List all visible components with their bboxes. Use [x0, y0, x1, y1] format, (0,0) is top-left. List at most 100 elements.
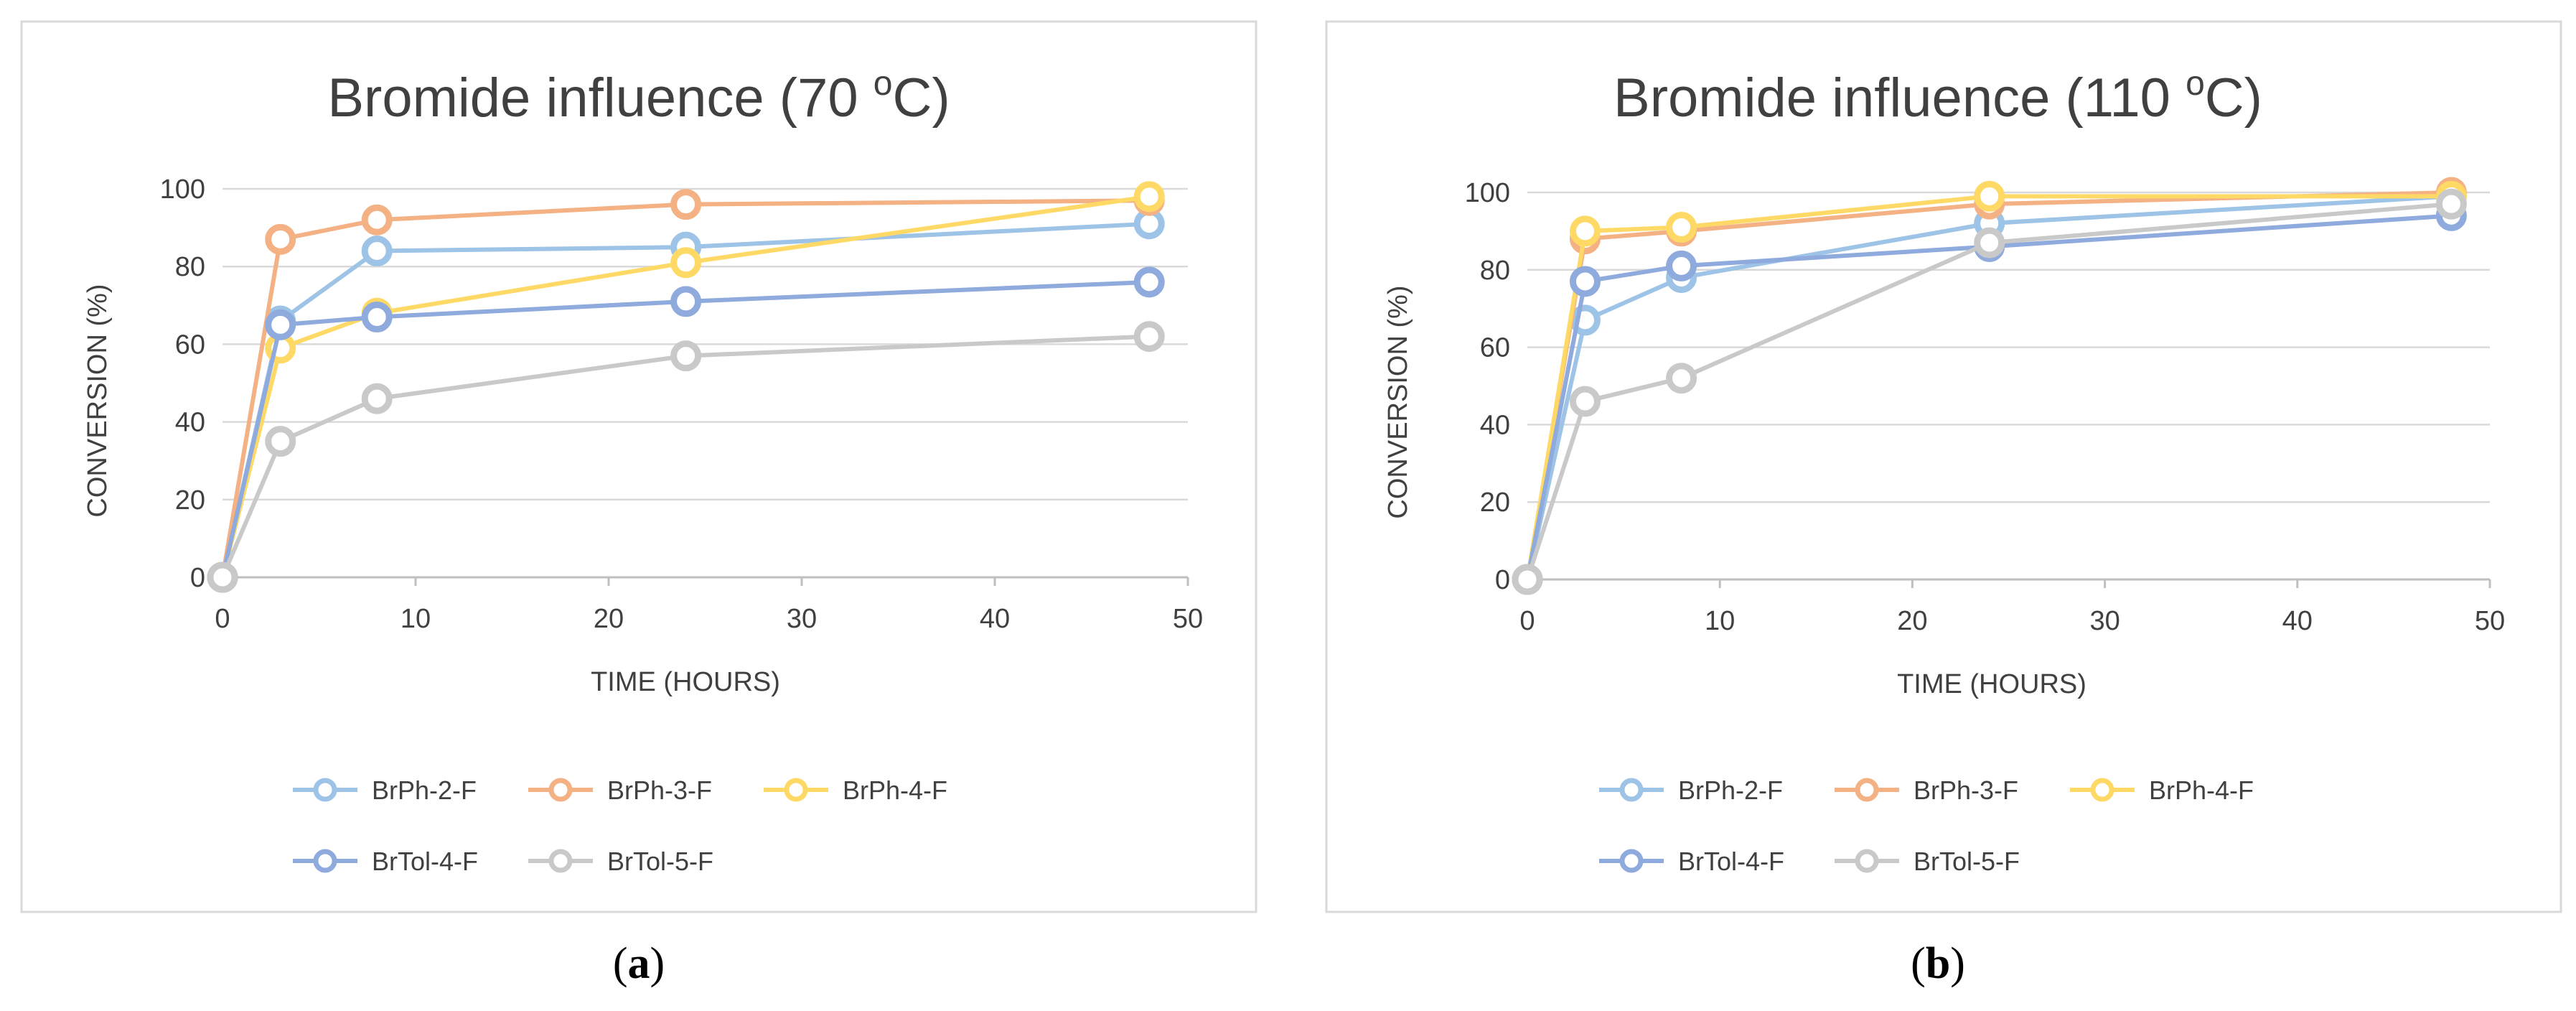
series-brtol-5-f [207, 321, 1165, 593]
x-tick-label: 30 [787, 604, 817, 634]
y-tick-label: 60 [1480, 333, 1510, 363]
legend-item-brph-3-f: BrPh-3-F [1835, 775, 2018, 805]
x-axis-label: TIME (HOURS) [591, 667, 780, 697]
x-tick-labels: 0 10 20 30 40 50 [1519, 606, 2505, 636]
x-tick-label: 40 [980, 604, 1010, 634]
chart-frame [1325, 20, 2562, 913]
x-tick-label: 30 [2089, 606, 2120, 636]
legend-label: BrPh-2-F [1678, 775, 1783, 805]
legend: BrPh-2-F BrPh-3-F BrPh-4-F BrTol-4-F BrTol-5… [293, 775, 947, 876]
legend-item-brph-3-f: BrPh-3-F [528, 775, 712, 805]
caption-a: (a) [613, 939, 665, 988]
data-point [670, 286, 702, 317]
y-tick-label: 80 [175, 252, 205, 282]
x-tick-label: 50 [1173, 604, 1203, 634]
legend-label: BrPh-3-F [607, 775, 712, 805]
x-tick-label: 50 [2475, 606, 2505, 636]
y-tick-label: 100 [160, 174, 205, 205]
y-axis-label: CONVERSION (%) [1383, 285, 1413, 518]
legend-swatch-marker [548, 849, 573, 873]
y-tick-labels: 0 20 40 60 80 100 [1465, 178, 1510, 595]
series-brtol-5-f [1512, 188, 2467, 595]
legend-item-brph-4-f: BrPh-4-F [2070, 775, 2254, 805]
x-tick-label: 0 [215, 604, 230, 634]
legend-item-brph-2-f: BrPh-2-F [293, 775, 477, 805]
y-tick-label: 40 [1480, 410, 1510, 440]
data-point [1666, 250, 1697, 281]
x-tick-label: 10 [401, 604, 431, 634]
data-point [1569, 386, 1601, 417]
y-tick-label: 40 [175, 408, 205, 438]
legend-item-brph-4-f: BrPh-4-F [764, 775, 947, 805]
legend-item-brtol-4-f: BrTol-4-F [1599, 847, 1784, 876]
legend-label: BrTol-4-F [372, 847, 478, 876]
y-tick-label: 0 [190, 563, 205, 593]
legend-swatch-marker [2090, 778, 2114, 802]
legend-swatch-marker [1855, 849, 1879, 873]
x-tick-label: 10 [1705, 606, 1735, 636]
legend-item-brtol-4-f: BrTol-4-F [293, 847, 478, 876]
legend-label: BrPh-3-F [1914, 775, 2018, 805]
data-point [1974, 180, 2005, 212]
x-tick-label: 20 [594, 604, 624, 634]
y-tick-label: 0 [1495, 565, 1510, 595]
series-lines [1512, 177, 2467, 595]
data-point [1133, 266, 1165, 298]
x-tick-label: 40 [2282, 606, 2313, 636]
legend-label: BrTol-5-F [607, 847, 713, 876]
data-point [361, 383, 393, 414]
data-point [1133, 321, 1165, 353]
data-point [361, 236, 393, 267]
data-point [1512, 564, 1543, 595]
series-lines [207, 181, 1165, 593]
legend-swatch-marker [313, 778, 337, 802]
legend-swatch-marker [548, 778, 573, 802]
legend-label: BrPh-4-F [843, 775, 947, 805]
y-tick-label: 20 [175, 485, 205, 516]
x-axis-label: TIME (HOURS) [1897, 669, 2086, 699]
legend-swatch-marker [784, 778, 808, 802]
legend-swatch-marker [1619, 849, 1644, 873]
data-point [670, 340, 702, 372]
data-point [265, 426, 296, 457]
data-point [265, 223, 296, 255]
legend-item-brph-2-f: BrPh-2-F [1599, 775, 1783, 805]
chart-title: Bromide influence (70 oC) [327, 65, 950, 129]
chart-frame [20, 20, 1257, 913]
data-point [361, 204, 393, 236]
y-axis-label: CONVERSION (%) [83, 284, 113, 517]
data-point [265, 309, 296, 340]
legend-label: BrPh-2-F [372, 775, 477, 805]
legend-item-brtol-5-f: BrTol-5-F [528, 847, 713, 876]
legend-label: BrTol-5-F [1914, 847, 2020, 876]
chart-panel-b: Bromide influence (110 oC) 020406080100 … [1325, 20, 2562, 913]
y-tick-label: 100 [1465, 178, 1510, 208]
data-point [1666, 363, 1697, 394]
legend-swatch-marker [1855, 778, 1879, 802]
y-tick-label: 60 [175, 330, 205, 360]
chart-title: Bromide influence (110 oC) [1613, 65, 2262, 129]
legend-label: BrTol-4-F [1678, 847, 1784, 876]
caption-b: (b) [1911, 939, 1965, 988]
data-point [1569, 215, 1601, 247]
data-point [2435, 188, 2467, 220]
y-tick-label: 20 [1480, 488, 1510, 518]
legend-swatch-marker [313, 849, 337, 873]
x-tick-label: 20 [1897, 606, 1927, 636]
legend-swatch-marker [1619, 778, 1644, 802]
data-point [1133, 181, 1165, 213]
data-point [670, 247, 702, 279]
legend-item-brtol-5-f: BrTol-5-F [1835, 847, 2020, 876]
data-point [1666, 212, 1697, 243]
x-tick-label: 0 [1519, 606, 1535, 636]
legend: BrPh-2-F BrPh-3-F BrPh-4-F BrTol-4-F BrTol-5… [1599, 775, 2254, 876]
data-point [670, 189, 702, 220]
legend-label: BrPh-4-F [2149, 775, 2254, 805]
x-tick-labels: 0 10 20 30 40 50 [215, 604, 1203, 634]
y-tick-labels: 0 20 40 60 80 100 [160, 174, 205, 593]
gridlines [223, 187, 1188, 501]
data-point [361, 302, 393, 333]
y-tick-label: 80 [1480, 256, 1510, 286]
